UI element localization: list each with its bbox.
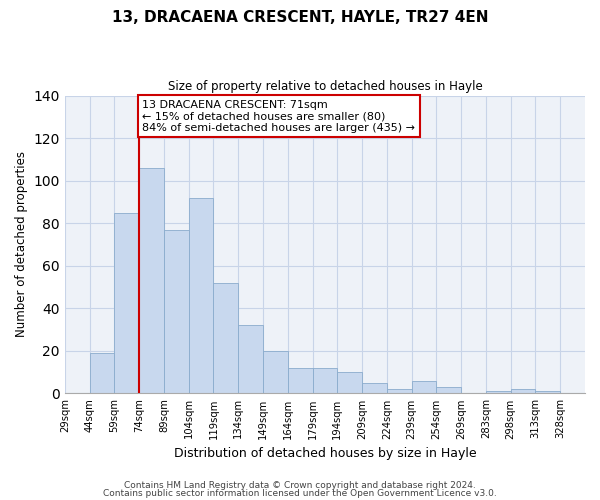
Bar: [89, 353, 115, 394]
Bar: [387, 389, 412, 394]
Bar: [511, 389, 535, 394]
X-axis label: Distribution of detached houses by size in Hayle: Distribution of detached houses by size …: [173, 447, 476, 460]
Bar: [139, 168, 164, 394]
Title: Size of property relative to detached houses in Hayle: Size of property relative to detached ho…: [167, 80, 482, 93]
Bar: [486, 392, 511, 394]
Bar: [412, 380, 436, 394]
Bar: [164, 230, 188, 394]
Text: 13, DRACAENA CRESCENT, HAYLE, TR27 4EN: 13, DRACAENA CRESCENT, HAYLE, TR27 4EN: [112, 10, 488, 25]
Bar: [188, 198, 214, 394]
Bar: [263, 351, 288, 394]
Bar: [238, 326, 263, 394]
Bar: [337, 372, 362, 394]
Bar: [288, 368, 313, 394]
Bar: [535, 392, 560, 394]
Text: Contains public sector information licensed under the Open Government Licence v3: Contains public sector information licen…: [103, 489, 497, 498]
Bar: [313, 368, 337, 394]
Text: 13 DRACAENA CRESCENT: 71sqm
← 15% of detached houses are smaller (80)
84% of sem: 13 DRACAENA CRESCENT: 71sqm ← 15% of det…: [142, 100, 415, 133]
Bar: [362, 383, 387, 394]
Bar: [436, 387, 461, 394]
Bar: [214, 283, 238, 394]
Y-axis label: Number of detached properties: Number of detached properties: [15, 152, 28, 338]
Text: Contains HM Land Registry data © Crown copyright and database right 2024.: Contains HM Land Registry data © Crown c…: [124, 480, 476, 490]
Bar: [115, 212, 139, 394]
